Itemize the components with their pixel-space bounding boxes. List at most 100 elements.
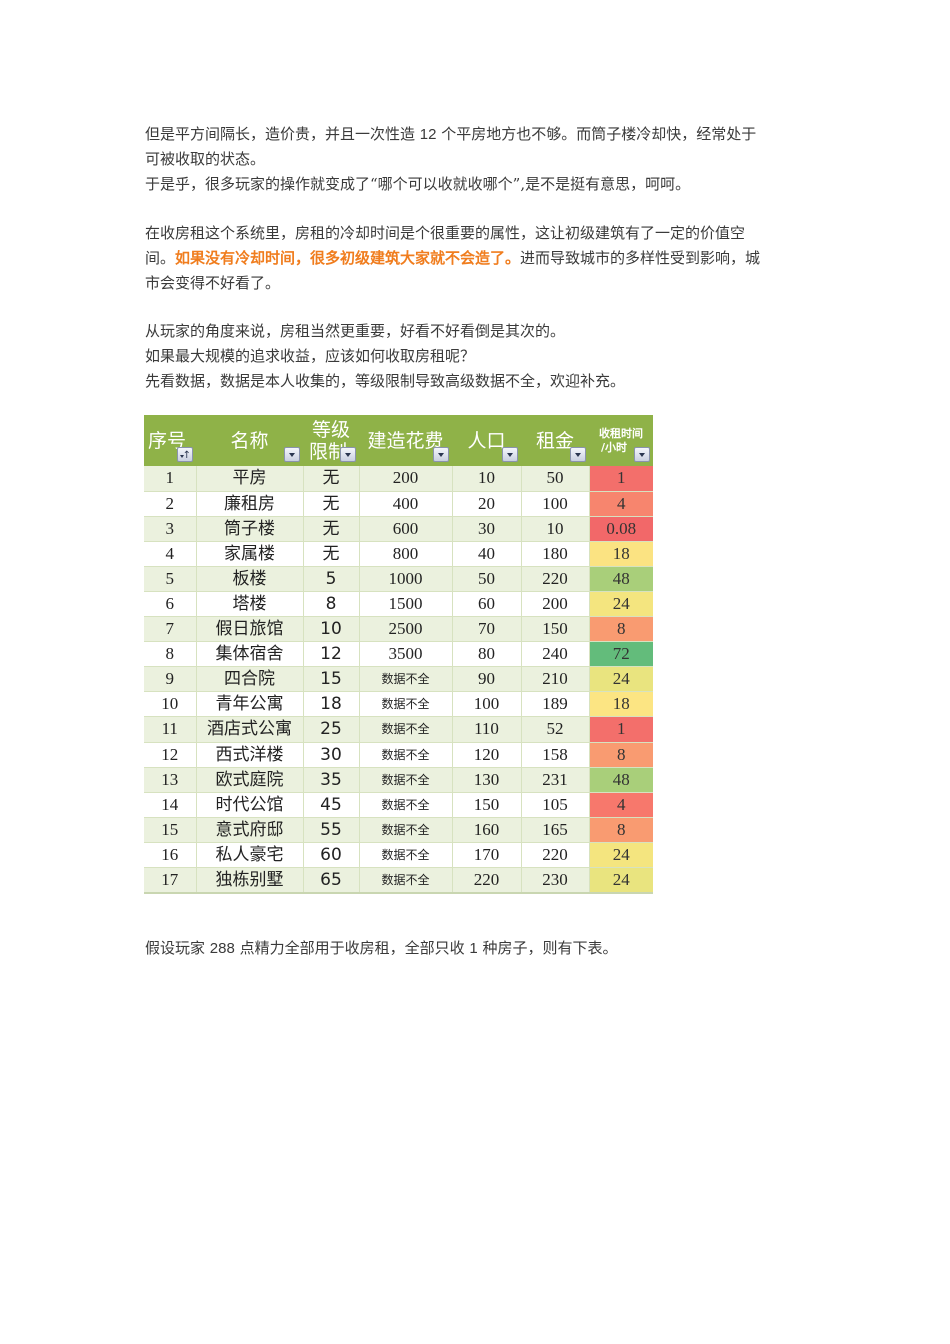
- sort-filter-button[interactable]: [177, 445, 193, 467]
- cell-rent: 189: [520, 691, 589, 718]
- cell-collect-time: 8: [588, 817, 653, 843]
- cell-name: 酒店式公寓: [195, 716, 303, 743]
- cell-rent: 200: [520, 591, 589, 618]
- filter-dropdown-button[interactable]: [634, 447, 650, 462]
- cell-index: 3: [144, 516, 196, 542]
- cell-build-cost: 数据不全: [358, 842, 452, 869]
- cell-level-limit: 12: [302, 641, 359, 668]
- cell-build-cost: 2500: [358, 616, 452, 643]
- cell-name: 筒子楼: [195, 516, 303, 542]
- cell-rent: 240: [520, 641, 589, 668]
- paragraph-1: 但是平方间隔长，造价贵，并且一次性造 12 个平房地方也不够。而筒子楼冷却快，经…: [145, 122, 815, 197]
- header-label: 序号: [148, 429, 187, 452]
- text: 个平房地方也不够。而筒子楼冷却快，经常处于: [436, 125, 757, 143]
- cell-level-limit: 35: [302, 767, 359, 793]
- cell-collect-time: 18: [588, 691, 653, 718]
- cell-collect-time: 4: [588, 792, 653, 818]
- cell-rent: 165: [520, 817, 589, 843]
- cell-rent: 230: [520, 867, 589, 894]
- cell-level-limit: 无: [302, 516, 359, 542]
- header-level: 等级 限制: [303, 415, 359, 466]
- cell-level-limit: 25: [302, 716, 359, 743]
- cell-build-cost: 800: [358, 541, 452, 567]
- cell-population: 30: [451, 516, 521, 542]
- filter-dropdown-button[interactable]: [570, 447, 586, 462]
- header-index: 序号: [144, 415, 196, 467]
- header-label: 收租时间: [599, 426, 643, 440]
- cell-name: 塔楼: [195, 591, 303, 618]
- cell-collect-time: 48: [588, 566, 653, 592]
- cell-population: 10: [451, 466, 521, 492]
- cell-name: 意式府邸: [195, 817, 303, 843]
- table-row: 2 廉租房无 400 20 100 4: [144, 491, 653, 517]
- header-rent: 租金: [521, 415, 589, 466]
- cell-rent: 100: [520, 491, 589, 517]
- cell-build-cost: 数据不全: [358, 691, 452, 718]
- cell-population: 220: [451, 867, 521, 894]
- cell-collect-time: 0.08: [588, 516, 653, 542]
- cell-build-cost: 数据不全: [358, 666, 452, 693]
- header-label: 限制: [309, 440, 348, 463]
- table-row: 6 塔楼 8 1500 60 200 24: [144, 591, 653, 618]
- cell-rent: 50: [520, 466, 589, 492]
- cell-population: 60: [451, 591, 521, 618]
- paragraph-line: 可被收取的状态。: [145, 150, 266, 168]
- cell-name: 平房: [195, 466, 303, 492]
- text: 进而导致城市的多样性受到影响，城: [520, 249, 761, 267]
- cell-index: 13: [144, 767, 196, 793]
- cell-level-limit: 无: [302, 466, 359, 492]
- cell-build-cost: 1500: [358, 591, 452, 618]
- paragraph-line: 在收房租这个系统里，房租的冷却时间是个很重要的属性，这让初级建筑有了一定的价值空: [145, 224, 746, 242]
- cell-name: 西式洋楼: [195, 742, 303, 768]
- cell-population: 110: [451, 716, 521, 743]
- cell-level-limit: 45: [302, 792, 359, 818]
- cell-index: 4: [144, 541, 196, 567]
- cell-population: 40: [451, 541, 521, 567]
- cell-index: 9: [144, 666, 196, 693]
- cell-build-cost: 数据不全: [358, 767, 452, 793]
- cell-rent: 210: [520, 666, 589, 693]
- table-header-row: 序号 名称 等级限制 建造花费 人口 租金 收租时间/小时: [144, 415, 653, 467]
- cell-index: 11: [144, 716, 196, 743]
- cell-level-limit: 10: [302, 616, 359, 643]
- cell-level-limit: 8: [302, 591, 359, 618]
- text: 种房子，则有下表。: [477, 939, 618, 957]
- filter-dropdown-button[interactable]: [340, 447, 356, 462]
- cell-build-cost: 数据不全: [358, 817, 452, 843]
- header-label: 名称: [230, 429, 269, 452]
- cell-collect-time: 18: [588, 541, 653, 567]
- filter-dropdown-button[interactable]: [284, 447, 300, 462]
- text: 间。: [145, 249, 176, 267]
- cell-index: 16: [144, 842, 196, 869]
- cell-index: 17: [144, 867, 196, 894]
- cell-index: 5: [144, 566, 196, 592]
- table-row: 3 筒子楼无 600 30 10 0.08: [144, 516, 653, 542]
- highlighted-text: 如果没有冷却时间，很多初级建筑大家就不会造了。: [175, 249, 521, 267]
- cell-build-cost: 数据不全: [358, 716, 452, 743]
- paragraph-3: 从玩家的角度来说，房租当然更重要，好看不好看倒是其次的。 如果最大规模的追求收益…: [145, 319, 815, 394]
- header-collect-time: 收租时间/小时: [589, 415, 653, 466]
- filter-dropdown-button[interactable]: [502, 447, 518, 462]
- table-row: 7 假日旅馆 10 2500 70 150 8: [144, 616, 653, 643]
- cell-collect-time: 1: [588, 716, 653, 743]
- cell-collect-time: 24: [588, 842, 653, 869]
- cell-name: 独栋别墅: [195, 867, 303, 894]
- cell-index: 1: [144, 466, 196, 492]
- paragraph-line: 但是平方间隔长，造价贵，并且一次性造 12 个平房地方也不够。而筒子楼冷却快，经…: [145, 122, 815, 147]
- cell-index: 7: [144, 616, 196, 643]
- cell-collect-time: 8: [588, 616, 653, 643]
- cell-build-cost: 1000: [358, 566, 452, 592]
- table-row: 10 青年公寓 18 数据不全 100 189 18: [144, 691, 653, 718]
- cell-population: 120: [451, 742, 521, 768]
- cell-population: 130: [451, 767, 521, 793]
- table-row: 9 四合院 15 数据不全 90 210 24: [144, 666, 653, 693]
- cell-index: 6: [144, 591, 196, 618]
- cell-index: 8: [144, 641, 196, 668]
- cell-level-limit: 60: [302, 842, 359, 869]
- table-row: 12 西式洋楼 30 数据不全 120 158 8: [144, 742, 653, 768]
- cell-population: 70: [451, 616, 521, 643]
- cell-population: 170: [451, 842, 521, 869]
- cell-build-cost: 600: [358, 516, 452, 542]
- filter-dropdown-button[interactable]: [433, 447, 449, 462]
- cell-index: 15: [144, 817, 196, 843]
